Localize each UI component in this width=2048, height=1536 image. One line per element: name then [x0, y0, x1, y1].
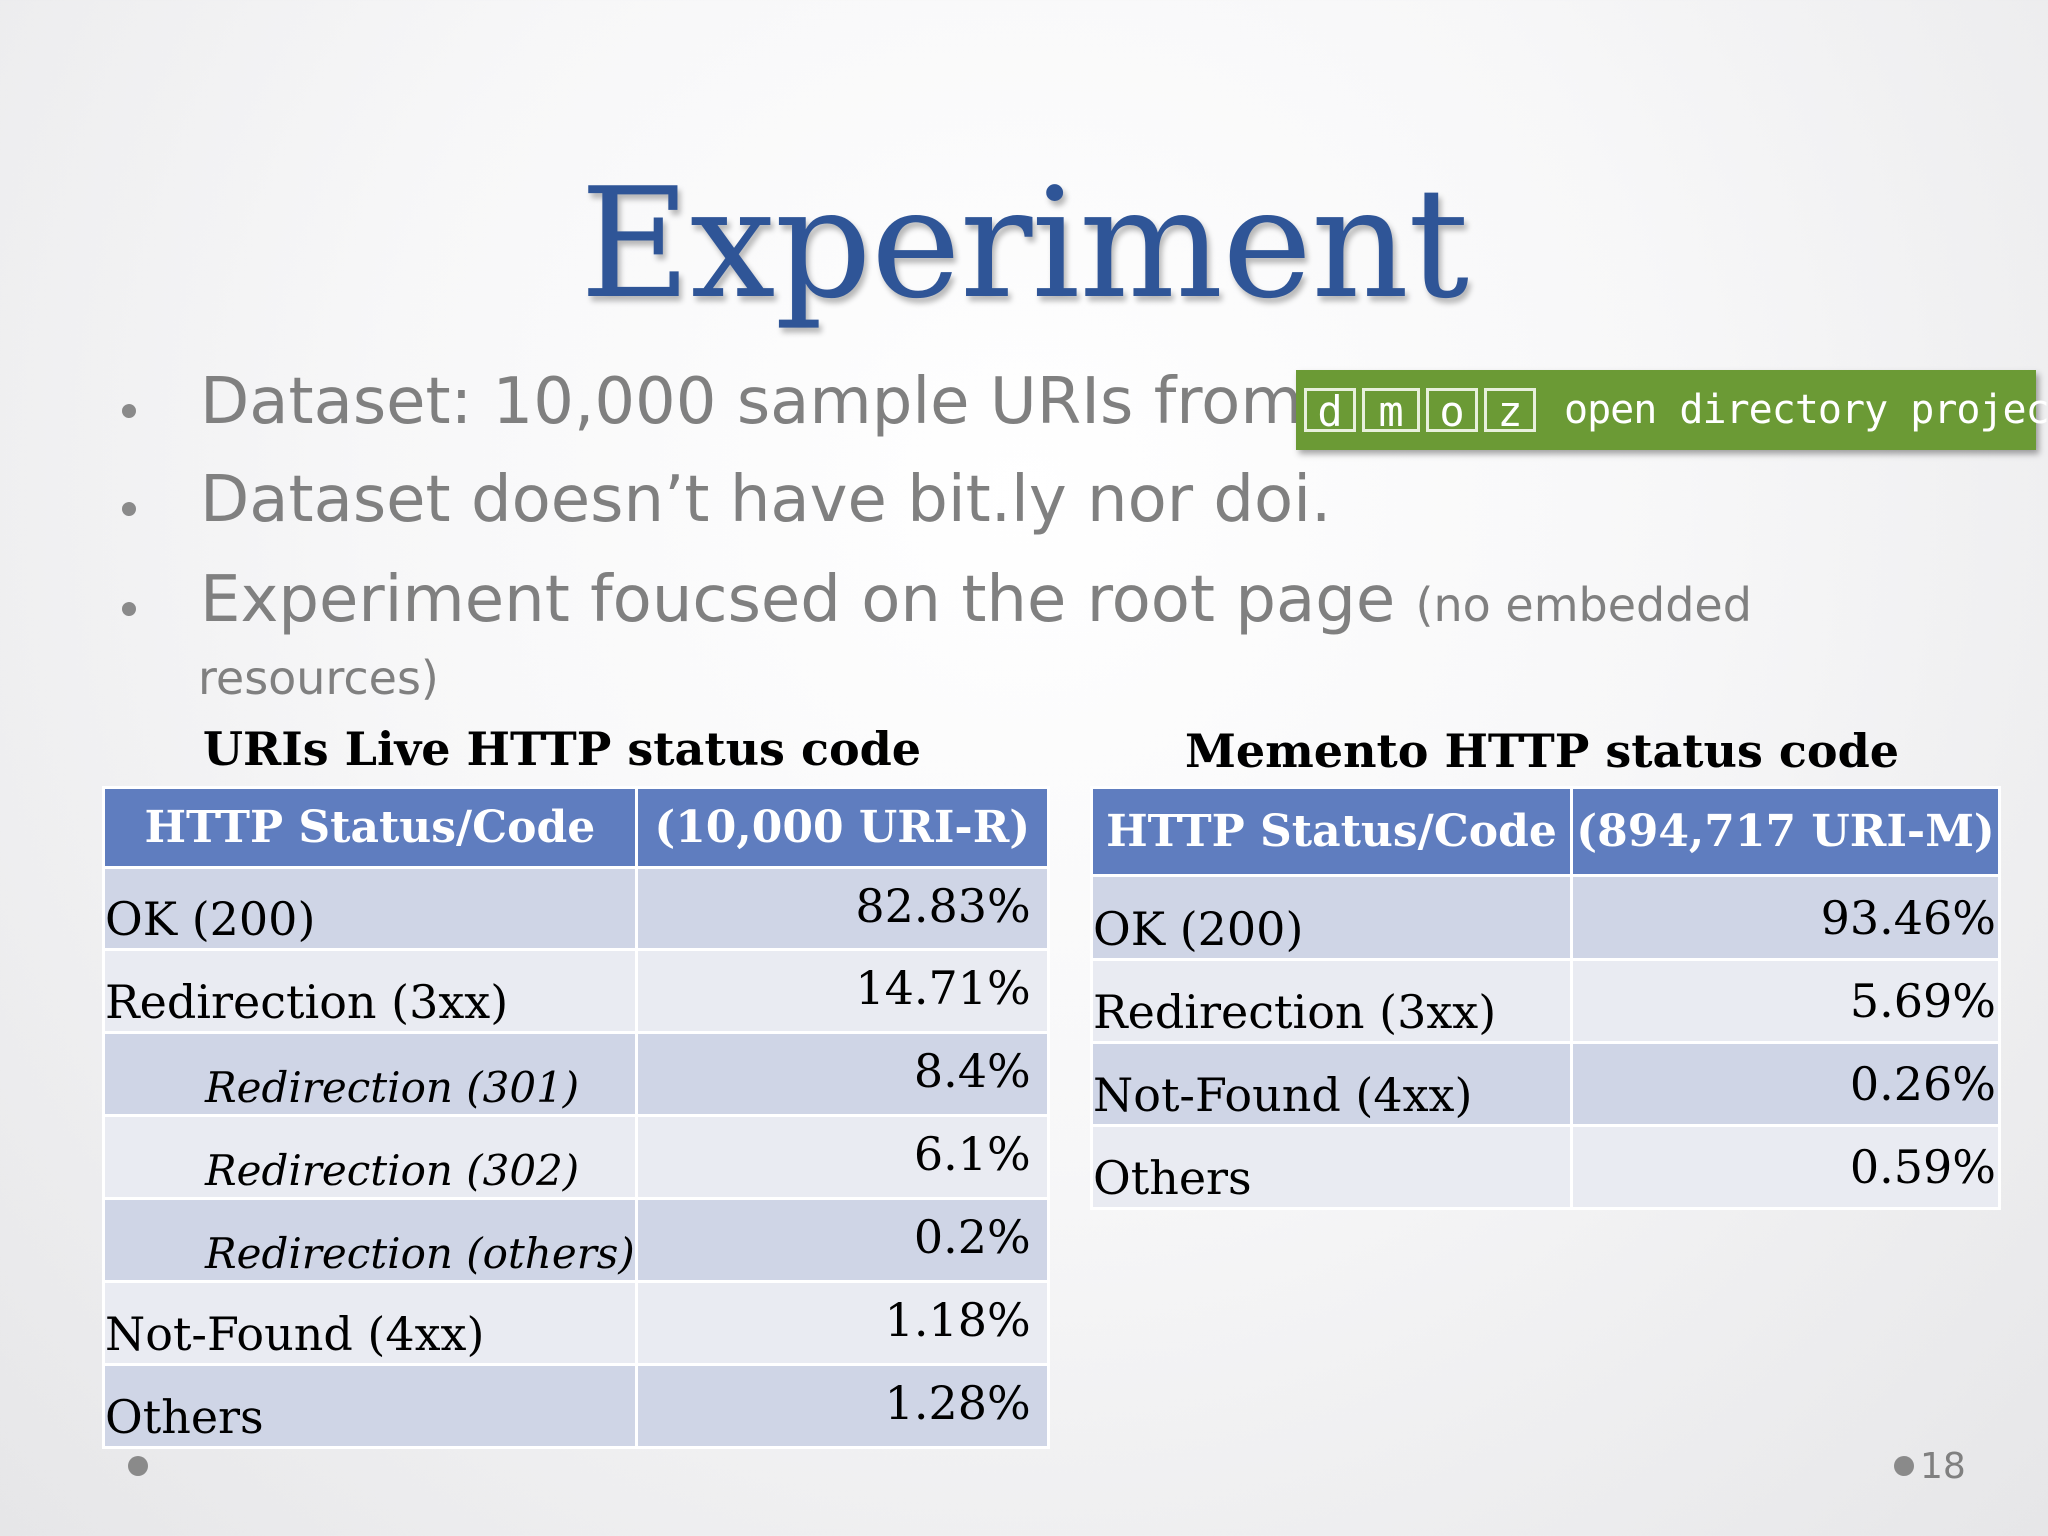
table-cell-label: Redirection (302) [102, 1114, 638, 1200]
dmoz-logo: d m o z open directory project [1296, 370, 2048, 450]
table-row: Redirection (others) 0.2% [102, 1197, 1050, 1283]
table-cell-value: 82.83% [634, 866, 1050, 951]
table-cell-label: OK (200) [102, 866, 638, 951]
left-status-table: HTTP Status/Code (10,000 URI-R) OK (200)… [102, 786, 1050, 1449]
footer-dot-icon [1894, 1456, 1914, 1476]
bullet-dot-icon [122, 404, 136, 418]
table-row: Redirection (301) 8.4% [102, 1031, 1050, 1117]
table-cell-label: Redirection (301) [102, 1031, 638, 1117]
table-cell-label: OK (200) [1090, 874, 1573, 961]
table-cell-label: Redirection (3xx) [102, 948, 638, 1034]
table-cell-label: Others [102, 1363, 638, 1449]
table-cell-value: 14.71% [634, 948, 1050, 1034]
left-table-title: URIs Live HTTP status code [202, 722, 922, 776]
table-cell-value: 6.1% [634, 1114, 1050, 1200]
bullet-text: Experiment foucsed on the root page (no … [200, 568, 1752, 632]
dmoz-tagline: open directory project [1564, 387, 2048, 433]
table-header-cell: HTTP Status/Code [102, 786, 638, 869]
table-cell-label: Redirection (others) [102, 1197, 638, 1283]
table-row: Redirection (302) 6.1% [102, 1114, 1050, 1200]
table-header-row: HTTP Status/Code (894,717 URI-M) [1090, 786, 2001, 877]
table-cell-label: Not-Found (4xx) [1090, 1041, 1573, 1127]
right-table-title: Memento HTTP status code [1184, 724, 1900, 778]
bullet-dot-icon [122, 502, 136, 516]
table-header-cell: (894,717 URI-M) [1570, 786, 2001, 877]
table-cell-value: 1.28% [634, 1363, 1050, 1449]
table-row: OK (200) 82.83% [102, 866, 1050, 951]
table-cell-value: 0.26% [1570, 1041, 2001, 1127]
bullet-text-main: Experiment foucsed on the root page [200, 563, 1396, 637]
dmoz-letter: z [1484, 388, 1536, 433]
table-cell-value: 0.59% [1570, 1124, 2001, 1210]
bullet-text: Dataset: 10,000 sample URIs from [200, 365, 1303, 439]
table-header-row: HTTP Status/Code (10,000 URI-R) [102, 786, 1050, 869]
table-row: Redirection (3xx) 14.71% [102, 948, 1050, 1034]
dmoz-letter: m [1362, 388, 1420, 433]
table-cell-value: 93.46% [1570, 874, 2001, 961]
table-row: Not-Found (4xx) 1.18% [102, 1280, 1050, 1366]
table-row: Others 0.59% [1090, 1124, 2001, 1210]
dmoz-letter-boxes: d m o z [1304, 388, 1536, 433]
bullet-dot-icon [122, 602, 136, 616]
table-header-cell: HTTP Status/Code [1090, 786, 1573, 877]
table-cell-label: Others [1090, 1124, 1573, 1210]
dmoz-letter: o [1426, 388, 1478, 433]
footer-dot-icon [128, 1456, 148, 1476]
bullet-continuation: resources) [198, 651, 439, 705]
table-cell-value: 0.2% [634, 1197, 1050, 1283]
bullet-text-small: (no embedded [1415, 578, 1752, 632]
bullet-text: Dataset doesn’t have bit.ly nor doi. [200, 463, 1332, 537]
dmoz-letter: d [1304, 388, 1356, 433]
table-cell-label: Redirection (3xx) [1090, 958, 1573, 1044]
table-row: Not-Found (4xx) 0.26% [1090, 1041, 2001, 1127]
page-number: 18 [1920, 1446, 1966, 1487]
table-row: Redirection (3xx) 5.69% [1090, 958, 2001, 1044]
table-header-cell: (10,000 URI-R) [634, 786, 1050, 869]
right-status-table: HTTP Status/Code (894,717 URI-M) OK (200… [1090, 786, 2001, 1210]
table-row: OK (200) 93.46% [1090, 874, 2001, 961]
slide-title: Experiment [579, 155, 1469, 332]
table-cell-label: Not-Found (4xx) [102, 1280, 638, 1366]
table-row: Others 1.28% [102, 1363, 1050, 1449]
table-cell-value: 1.18% [634, 1280, 1050, 1366]
table-cell-value: 5.69% [1570, 958, 2001, 1044]
table-cell-value: 8.4% [634, 1031, 1050, 1117]
